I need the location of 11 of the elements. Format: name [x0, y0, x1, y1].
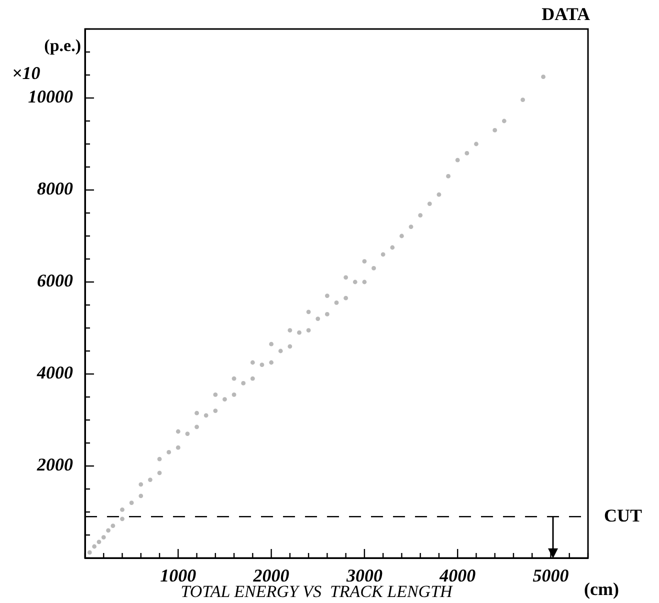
y-tick-label: 10000 [28, 86, 73, 107]
y-tick-label: 6000 [37, 270, 73, 291]
chart-title: DATA [542, 4, 590, 24]
y-tick-label: 8000 [37, 178, 73, 199]
y-tick-label: 2000 [36, 454, 73, 475]
y-axis-title: (p.e.) [44, 36, 81, 55]
x-axis-title: (cm) [584, 579, 619, 599]
text: ×10 [12, 63, 40, 83]
ref-line-label: CUT [604, 505, 642, 526]
x-tick-label: 5000 [532, 565, 569, 586]
y-tick-label: 4000 [36, 362, 73, 383]
